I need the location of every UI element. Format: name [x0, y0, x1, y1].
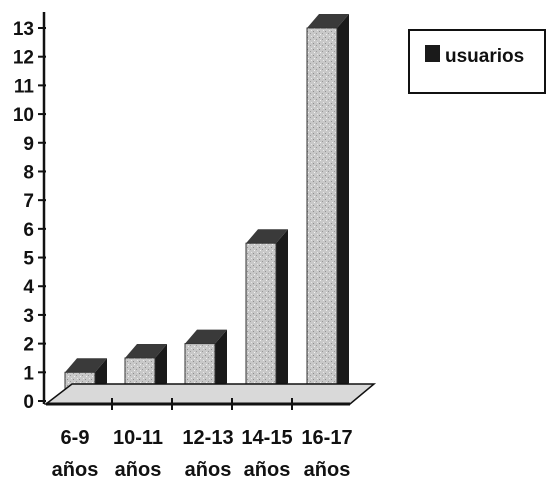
bar-side	[276, 229, 288, 397]
y-tick-label: 2	[23, 335, 34, 356]
bar-front	[306, 27, 338, 398]
x-category-label: 16-17	[301, 427, 352, 449]
bar-top	[125, 343, 167, 358]
x-category-label: 10-11	[113, 427, 163, 449]
legend: usuarios	[408, 29, 546, 94]
y-tick-label: 5	[23, 249, 34, 270]
y-tick-label: 10	[13, 105, 34, 126]
y-tick-label: 0	[23, 392, 34, 413]
bar	[245, 229, 288, 398]
y-tick-label: 13	[13, 19, 34, 40]
chart-floor	[43, 383, 377, 410]
bar-front	[245, 242, 277, 398]
x-category-label: años	[304, 459, 351, 481]
bar	[306, 14, 349, 398]
y-tick-label: 8	[23, 162, 34, 183]
bar-top	[307, 14, 349, 28]
bar-top	[185, 329, 227, 344]
x-category-label: años	[185, 459, 232, 481]
legend-label-usuarios: usuarios	[445, 46, 524, 67]
x-category-label: 6-9	[61, 427, 90, 449]
y-tick-label: 1	[23, 363, 34, 384]
x-category-label: 12-13	[182, 427, 233, 449]
legend-swatch	[425, 45, 440, 62]
bars-group	[64, 14, 349, 398]
y-tick-label: 12	[13, 48, 34, 69]
y-tick-label: 6	[23, 220, 34, 241]
y-tick-label: 9	[23, 134, 34, 155]
y-tick-label: 4	[23, 277, 34, 298]
x-axis-categories: 6-9 años 10-11 años 12-13 años 14-15 años 16-17 a…	[52, 427, 353, 481]
x-category-label: años	[115, 459, 162, 481]
bar-top	[246, 229, 288, 244]
bar-top	[65, 358, 107, 373]
bar-side	[337, 14, 349, 397]
bar-side	[215, 329, 227, 397]
y-tick-label: 3	[23, 306, 34, 327]
floor-plane	[43, 383, 377, 405]
bar	[184, 329, 227, 398]
x-category-label: años	[52, 459, 99, 481]
x-category-label: 14-15	[241, 427, 292, 449]
y-tick-label: 7	[23, 191, 34, 212]
x-category-label: años	[244, 459, 291, 481]
y-tick-label: 11	[14, 76, 35, 97]
